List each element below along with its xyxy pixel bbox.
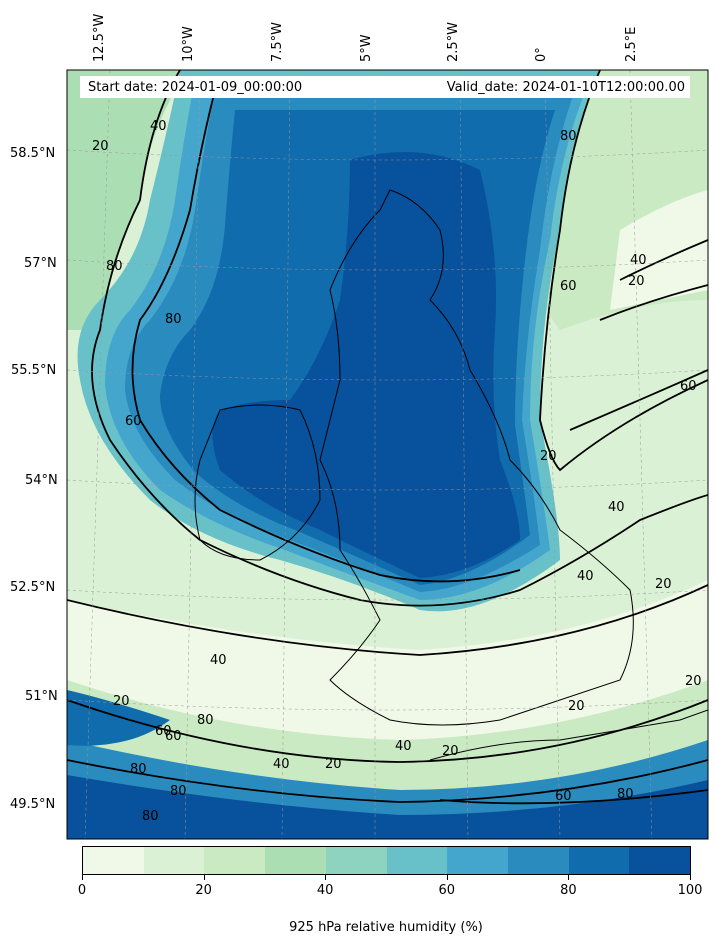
contour-line	[131, 89, 521, 583]
contour-label: 40	[150, 119, 167, 134]
contour-label: 80	[170, 784, 187, 799]
contour-label: 40	[630, 253, 647, 268]
contour-label: 40	[608, 500, 625, 515]
contour-line	[67, 759, 708, 803]
longitude-label: 5°W	[359, 34, 374, 62]
contour-label: 60	[555, 789, 572, 804]
contour-label: 60	[125, 414, 142, 429]
longitude-label: 12.5°W	[92, 13, 107, 62]
colorbar-tick	[446, 875, 448, 880]
colorbar-tick-label: 40	[316, 883, 334, 898]
latitude-label: 55.5°N	[11, 363, 57, 378]
contour-label: 60	[165, 729, 182, 744]
contour-line	[439, 789, 708, 805]
rh-band-west	[67, 70, 190, 330]
latitude-label: 57°N	[24, 256, 57, 271]
date-header-box	[80, 76, 690, 98]
colorbar-segment	[143, 847, 205, 874]
rh-band-south-light	[67, 580, 708, 760]
contour-label: 20	[628, 274, 645, 289]
colorbar-tick-label: 80	[560, 883, 577, 898]
contour-label: 60	[560, 279, 577, 294]
coastline-france	[429, 709, 708, 761]
contour-label: 20	[655, 577, 672, 592]
rh-band-20-east	[610, 190, 708, 310]
colorbar	[82, 846, 691, 875]
colorbar-tick-label: 60	[438, 883, 456, 898]
longitude-label: 7.5°W	[270, 21, 285, 62]
contour-label: 20	[540, 449, 557, 464]
contour-label: 20	[685, 674, 702, 689]
contour-label: 80	[560, 129, 577, 144]
contour-label: 80	[617, 787, 634, 802]
colorbar-segment	[568, 847, 630, 874]
rh-band-south-mid	[67, 680, 708, 800]
latitude-label: 52.5°N	[10, 580, 56, 595]
contour-line	[67, 584, 708, 656]
colorbar-tick	[690, 875, 691, 880]
colorbar-segment	[265, 847, 326, 874]
colorbar-tick-label: 20	[195, 883, 212, 898]
colorbar-segment	[386, 847, 448, 874]
contour-label: 40	[395, 739, 412, 754]
contour-label: 80	[165, 312, 182, 327]
colorbar-tick	[82, 875, 83, 880]
rh-band-south-humid-2	[67, 775, 708, 839]
contour-label: 20	[92, 139, 109, 154]
contour-line	[599, 284, 708, 321]
colorbar-segment	[204, 847, 266, 874]
start-date-label: Start date: 2024-01-09_00:00:00	[88, 80, 303, 95]
longitude-label: 10°W	[181, 26, 196, 62]
contour-label: 40	[273, 757, 290, 772]
colorbar-tick	[325, 875, 327, 880]
contour-label: 20	[442, 744, 459, 759]
contour-label: 40	[577, 569, 594, 584]
contour-line	[539, 70, 708, 472]
contour-label: 60	[680, 379, 697, 394]
latitude-label: 49.5°N	[10, 797, 56, 812]
contour-label: 80	[197, 713, 214, 728]
map-frame	[66, 69, 709, 840]
contour-label: 20	[113, 694, 130, 709]
contour-label: 80	[142, 809, 159, 824]
longitude-label: 0°	[534, 47, 549, 62]
colorbar-tick-label: 0	[77, 883, 87, 898]
colorbar-segment	[325, 847, 387, 874]
colorbar-title: 925 hPa relative humidity (%)	[289, 920, 483, 935]
contour-label: 80	[106, 259, 123, 274]
contour-label: 60	[155, 724, 172, 739]
latitude-label: 51°N	[25, 689, 58, 704]
latitude-label: 58.5°N	[10, 146, 56, 161]
contour-label: 40	[210, 653, 227, 668]
contour-label: 20	[325, 757, 342, 772]
contour-label: 20	[568, 699, 585, 714]
latitude-label: 54°N	[25, 473, 58, 488]
valid-date-label: Valid_date: 2024-01-10T12:00:00.00	[446, 80, 685, 95]
contour-label: 80	[130, 762, 147, 777]
colorbar-tick-label: 100	[677, 883, 703, 898]
colorbar-segment	[629, 847, 691, 874]
rh-band-southwest	[67, 690, 170, 746]
colorbar-segment	[83, 847, 144, 874]
contour-line	[619, 239, 708, 281]
coastline-great-britain	[319, 189, 634, 726]
colorbar-tick	[203, 875, 205, 880]
colorbar-tick	[568, 875, 570, 880]
coastline-ireland	[194, 404, 321, 561]
contour-line	[67, 699, 708, 763]
colorbar-segment	[447, 847, 508, 874]
colorbar-segment	[507, 847, 569, 874]
longitude-label: 2.5°E	[624, 26, 639, 62]
longitude-label: 2.5°W	[446, 21, 461, 62]
